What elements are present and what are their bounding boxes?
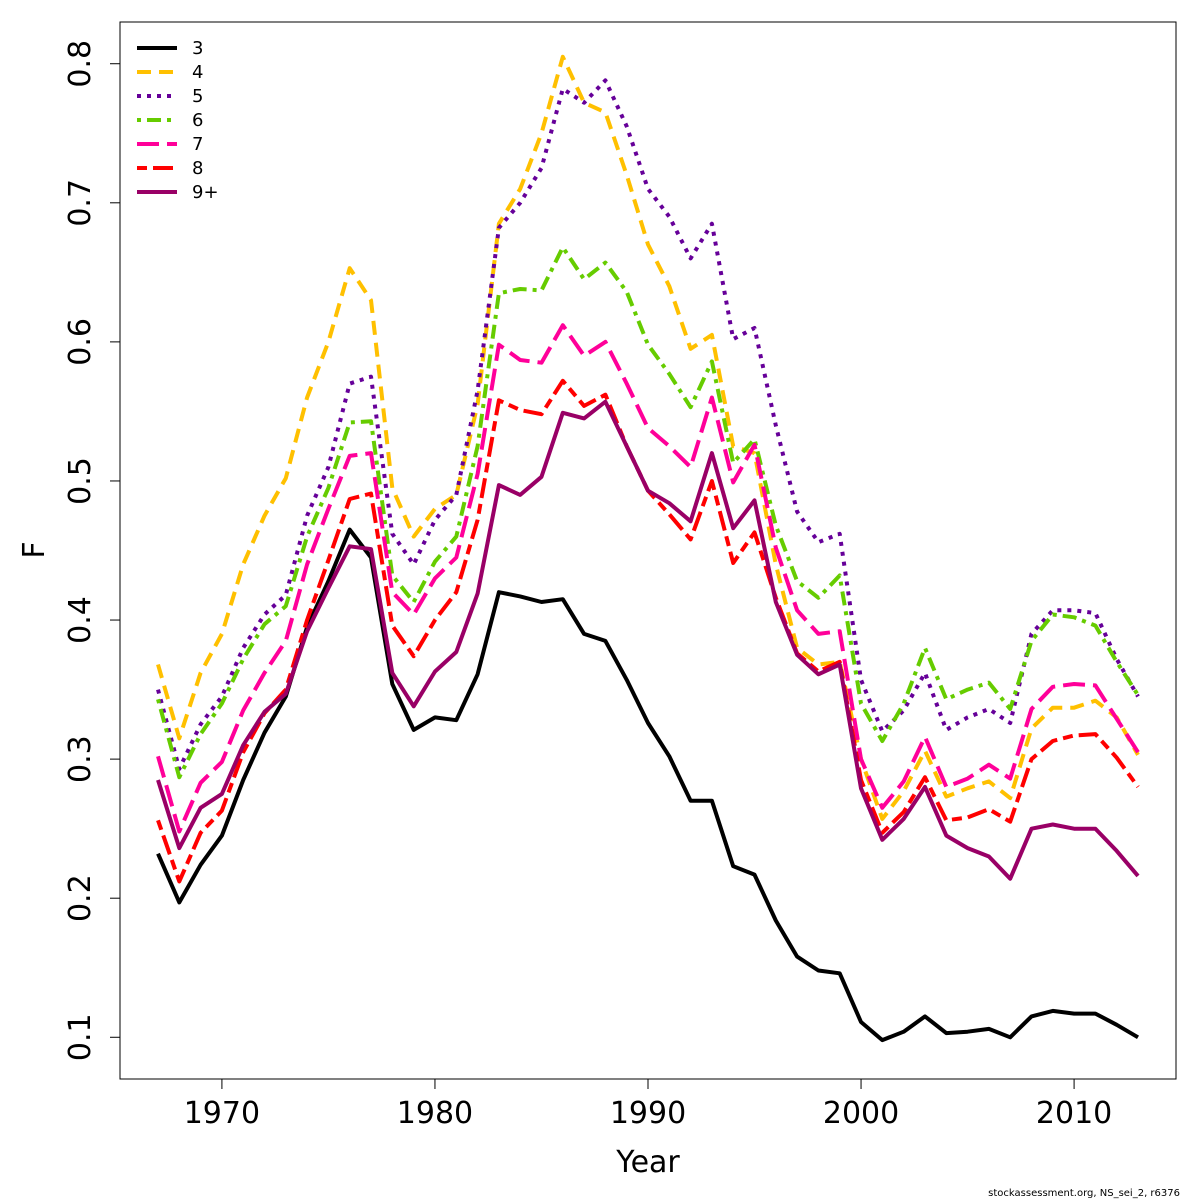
series-line-9plus	[156, 399, 1140, 881]
y-axis: 0.1 0.2 0.3 0.4 0.5 0.6 0.7 0.8	[63, 40, 120, 1061]
y-tick-label-0.1: 0.1	[63, 1013, 98, 1061]
legend-label-4: 4	[192, 62, 203, 83]
y-tick-label-0.7: 0.7	[63, 179, 98, 227]
y-tick-label-0.5: 0.5	[63, 457, 98, 505]
series-line-7	[156, 323, 1140, 834]
series-line-3	[156, 527, 1140, 1043]
series-line-5	[156, 78, 1140, 771]
y-tick-label-0.8: 0.8	[63, 40, 98, 88]
y-tick-label-0.2: 0.2	[63, 874, 98, 922]
series-line-6	[156, 245, 1140, 780]
y-tick-label-0.3: 0.3	[63, 735, 98, 783]
y-tick-label-0.6: 0.6	[63, 318, 98, 366]
legend-label-8: 8	[192, 158, 203, 179]
x-tick-label-1970: 1970	[184, 1096, 260, 1131]
series-line-4	[156, 54, 1140, 821]
legend: 3 4 5 6 7 8 9+	[137, 38, 219, 203]
x-axis-title: Year	[615, 1145, 680, 1180]
x-axis: 1970 1980 1990 2000 2010	[184, 1079, 1112, 1131]
series-lines	[156, 54, 1140, 1043]
legend-label-5: 5	[192, 86, 203, 107]
x-tick-label-2000: 2000	[823, 1096, 899, 1131]
x-tick-label-1980: 1980	[397, 1096, 473, 1131]
footer-source: stockassessment.org, NS_sei_2, r6376	[988, 1188, 1180, 1199]
x-tick-label-2010: 2010	[1036, 1096, 1112, 1131]
y-axis-title: F	[17, 541, 52, 558]
legend-label-7: 7	[192, 134, 203, 155]
x-tick-label-1990: 1990	[610, 1096, 686, 1131]
legend-label-6: 6	[192, 110, 203, 131]
y-tick-label-0.4: 0.4	[63, 596, 98, 644]
legend-label-3: 3	[192, 38, 203, 59]
legend-label-9plus: 9+	[192, 182, 219, 203]
plot-frame	[119, 21, 1177, 1080]
